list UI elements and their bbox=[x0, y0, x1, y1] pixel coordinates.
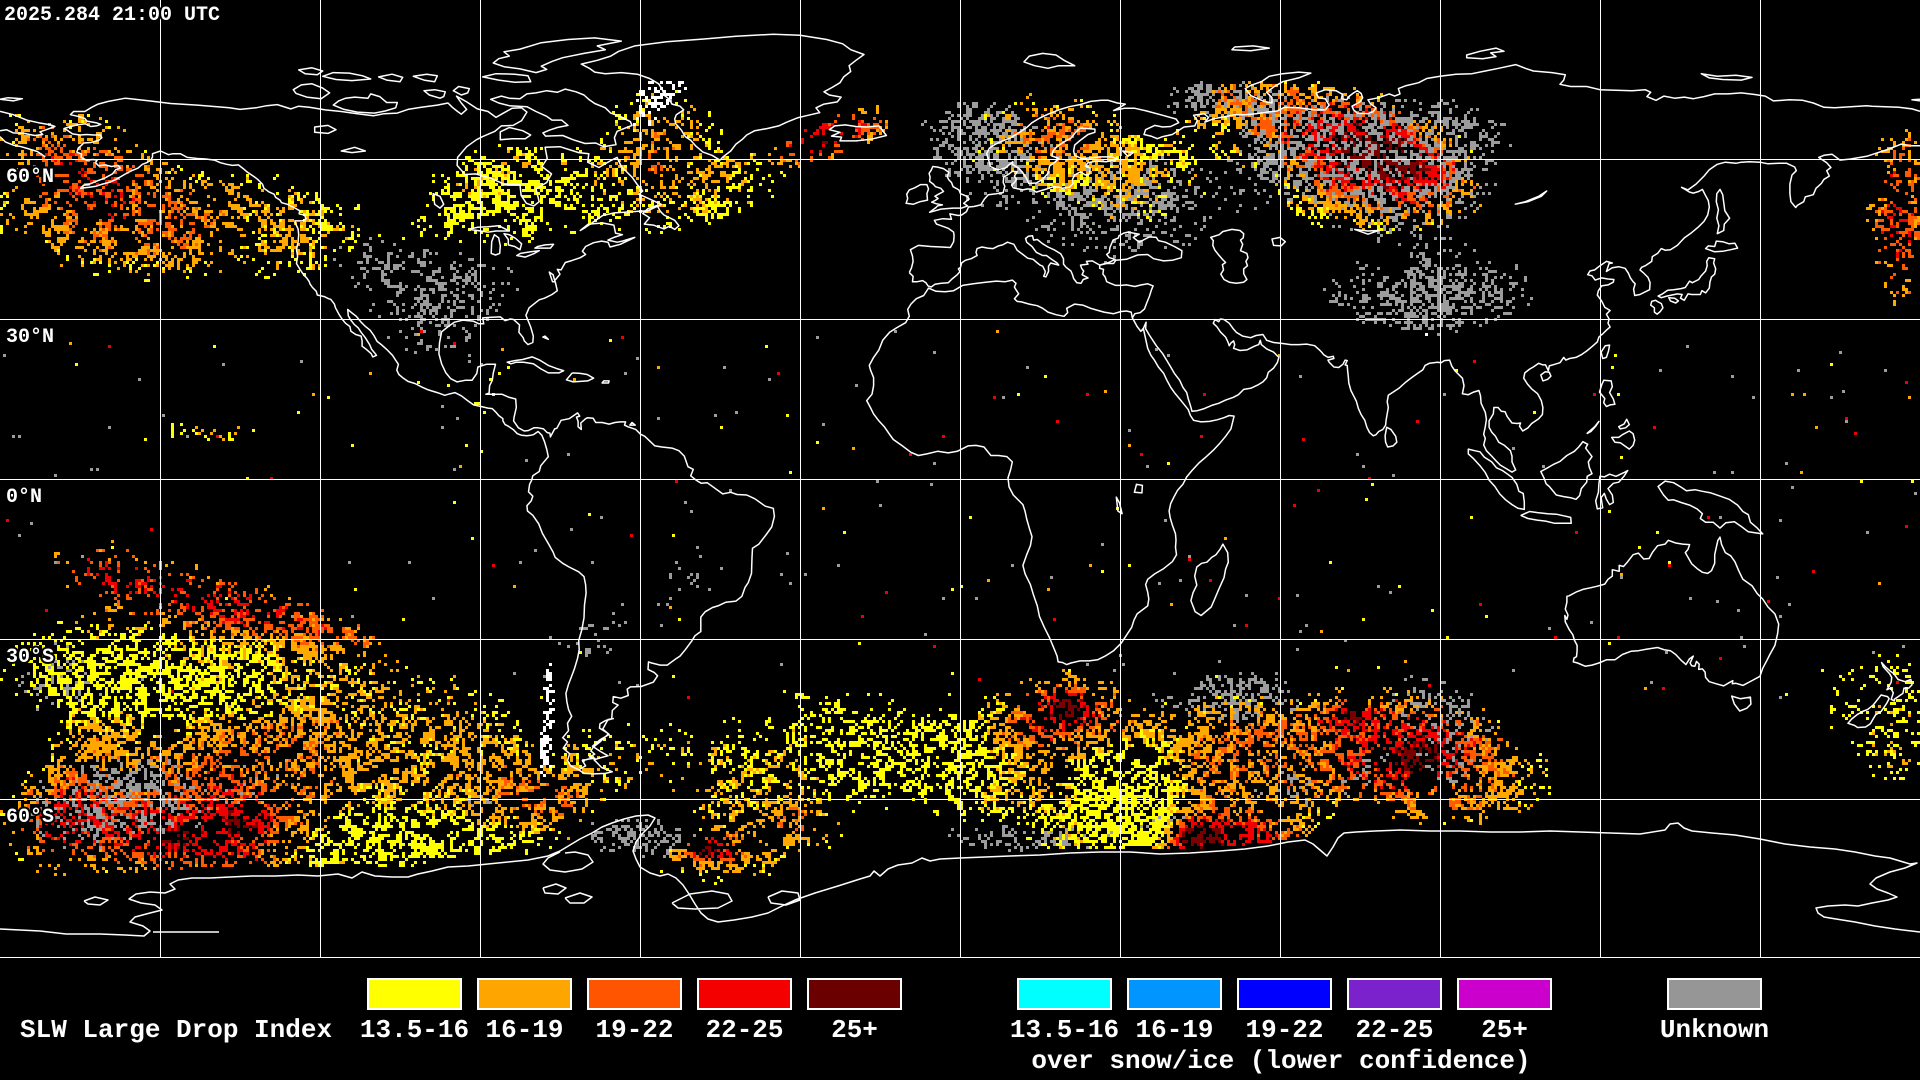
svg-text:16-19: 16-19 bbox=[1135, 1015, 1213, 1045]
svg-text:Unknown: Unknown bbox=[1660, 1015, 1769, 1045]
svg-text:13.5-16: 13.5-16 bbox=[1010, 1015, 1119, 1045]
svg-text:13.5-16: 13.5-16 bbox=[360, 1015, 469, 1045]
svg-text:16-19: 16-19 bbox=[485, 1015, 563, 1045]
svg-text:2025.284 21:00 UTC: 2025.284 21:00 UTC bbox=[4, 4, 220, 27]
svg-text:over snow/ice (lower confidenc: over snow/ice (lower confidence) bbox=[1031, 1046, 1530, 1076]
svg-text:19-22: 19-22 bbox=[595, 1015, 673, 1045]
svg-text:25+: 25+ bbox=[1481, 1015, 1528, 1045]
svg-text:SLW Large Drop Index: SLW Large Drop Index bbox=[20, 1015, 332, 1045]
svg-text:19-22: 19-22 bbox=[1245, 1015, 1323, 1045]
svg-text:22-25: 22-25 bbox=[1355, 1015, 1433, 1045]
svg-text:60°S: 60°S bbox=[6, 806, 54, 829]
svg-text:60°N: 60°N bbox=[6, 166, 54, 189]
svg-text:22-25: 22-25 bbox=[705, 1015, 783, 1045]
svg-text:30°S: 30°S bbox=[6, 646, 54, 669]
svg-text:25+: 25+ bbox=[831, 1015, 878, 1045]
svg-text:0°N: 0°N bbox=[6, 486, 42, 509]
svg-text:30°N: 30°N bbox=[6, 326, 54, 349]
